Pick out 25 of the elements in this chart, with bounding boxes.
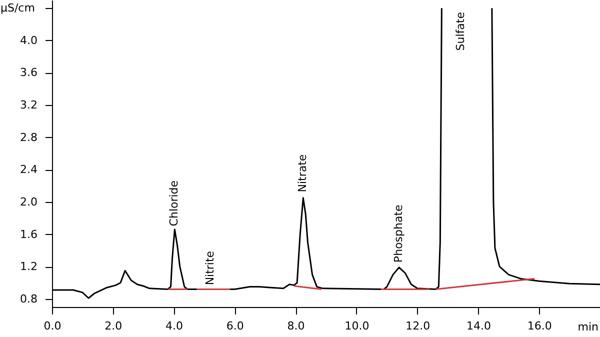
x-axis-title: min — [578, 320, 599, 334]
y-tick-label: 3.6 — [20, 66, 38, 80]
x-tick-label: 2.0 — [104, 320, 122, 332]
x-tick-label: 16.0 — [527, 320, 552, 332]
y-tick-label: 2.8 — [20, 130, 38, 144]
annotation: Nitrate — [296, 154, 310, 192]
y-tick-label: 1.6 — [20, 228, 38, 241]
y-tick-label: 4.0 — [20, 34, 38, 47]
y-tick-label: 1.2 — [20, 260, 38, 274]
y-axis-title: µS/cm — [0, 2, 35, 14]
annotation: Nitrite — [203, 250, 216, 286]
y-tick-label: 2.4 — [20, 163, 38, 176]
x-tick-label: 0.0 — [44, 320, 62, 332]
x-tick-label: 12.0 — [406, 320, 430, 332]
annotation: Sulfate — [454, 12, 467, 51]
x-tick-label: 10.0 — [344, 320, 370, 332]
x-tick-label: 4.0 — [166, 320, 184, 332]
x-tick-label: 6.0 — [226, 320, 244, 332]
annotation: Chloride — [168, 180, 181, 226]
y-tick-label: 3.2 — [20, 98, 38, 112]
x-tick-label: 8.0 — [287, 320, 305, 332]
y-tick-label: 0.8 — [20, 292, 38, 306]
annotation: Phosphate — [392, 204, 406, 263]
x-tick-label: 14.0 — [466, 320, 491, 332]
y-tick-label: 2.0 — [20, 195, 38, 208]
